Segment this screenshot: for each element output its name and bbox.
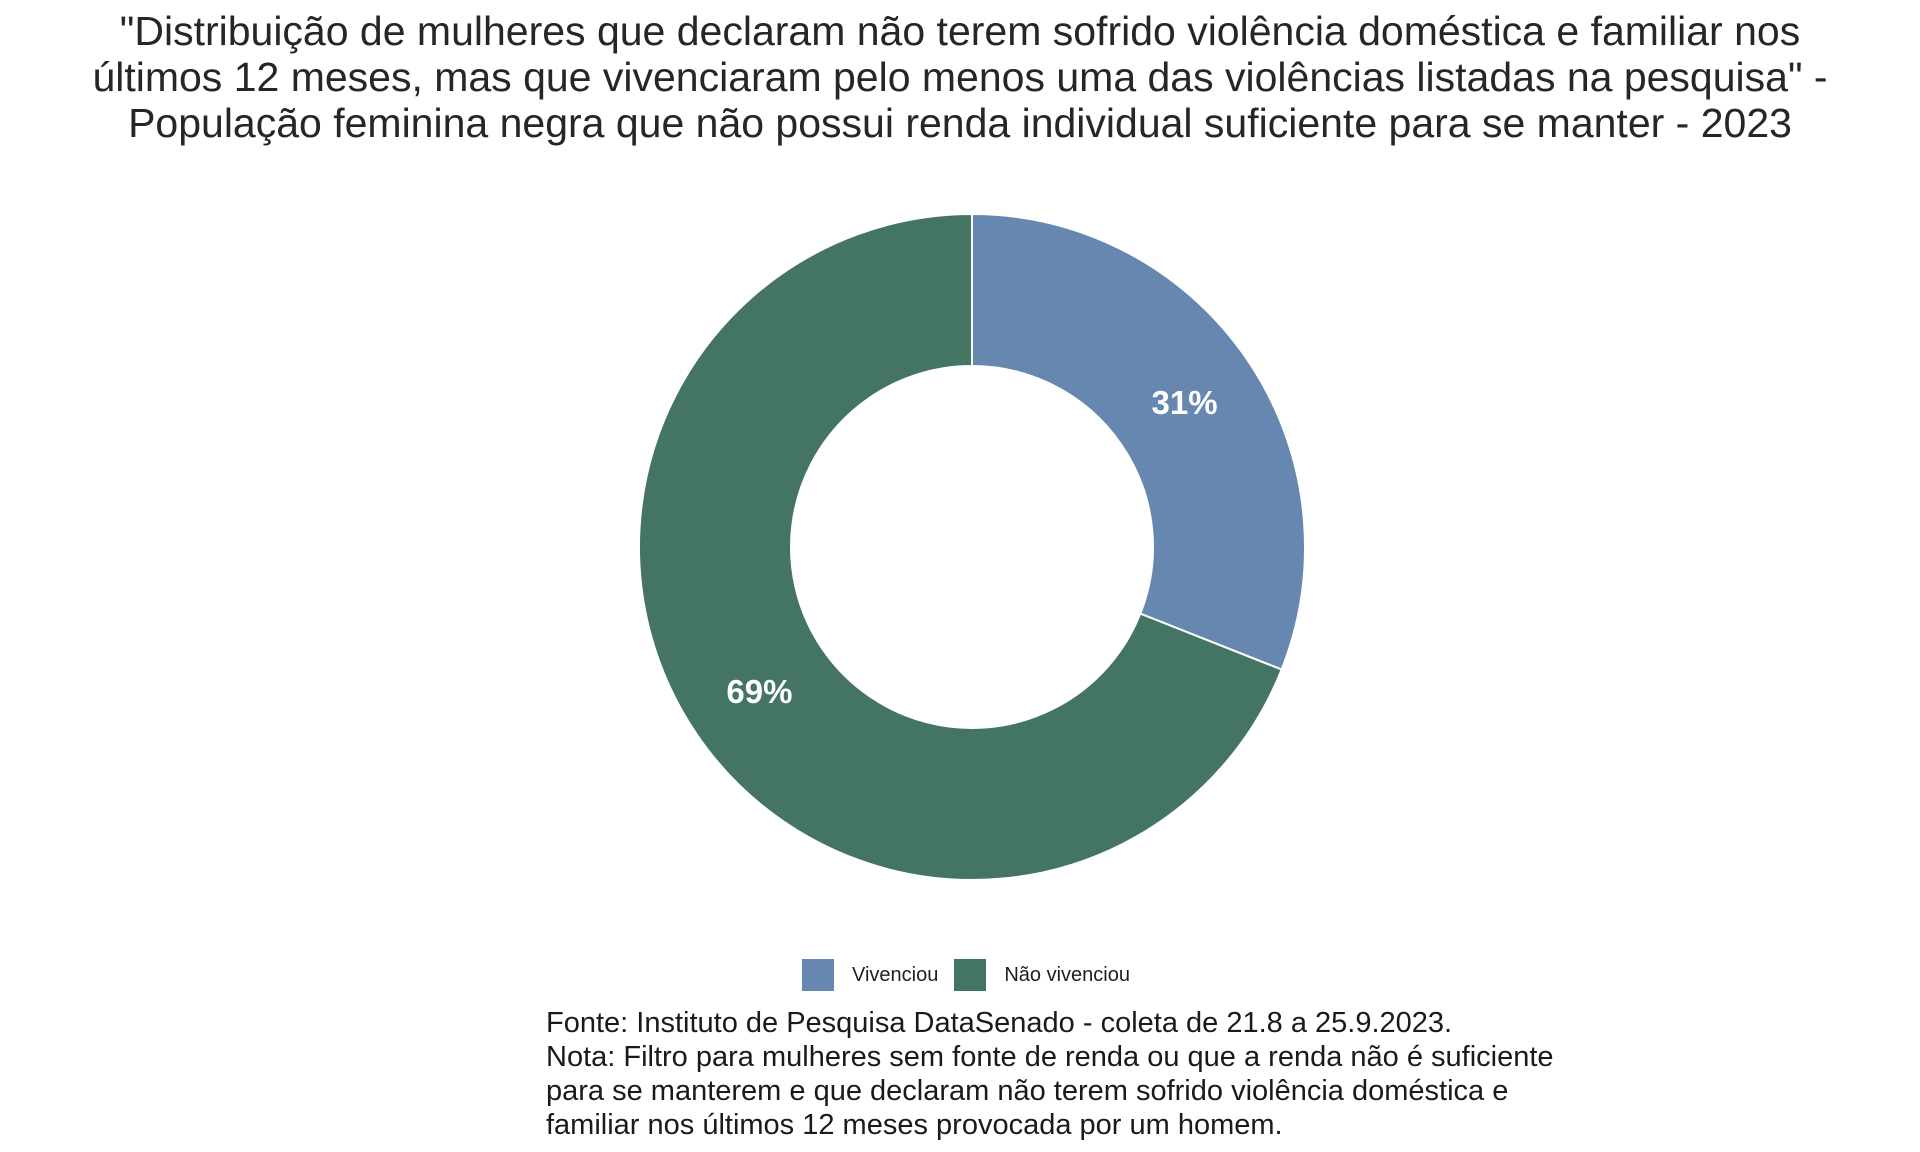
legend-item-vivenciou: Vivenciou — [802, 959, 938, 991]
slice-label-vivenciou: 31% — [1152, 384, 1218, 421]
donut-slice-vivenciou — [971, 212, 1306, 671]
donut-labels: 31% 69% — [726, 384, 1217, 710]
slice-label-nao-vivenciou: 69% — [726, 673, 792, 710]
caption-source: Fonte: Instituto de Pesquisa DataSenado … — [546, 1007, 1453, 1039]
caption-note-line: para se manterem e que declaram não tere… — [546, 1075, 1509, 1107]
chart-caption: Fonte: Instituto de Pesquisa DataSenado … — [546, 1006, 1554, 1142]
legend-label-nao-vivenciou: Não vivenciou — [1004, 963, 1130, 986]
caption-note-line: Nota: Filtro para mulheres sem fonte de … — [546, 1041, 1554, 1073]
legend: Vivenciou Não vivenciou — [802, 959, 1146, 991]
donut-slice-nao-vivenciou — [638, 212, 1283, 881]
legend-item-nao-vivenciou: Não vivenciou — [954, 959, 1130, 991]
caption-note-line: familiar nos últimos 12 meses provocada … — [546, 1109, 1283, 1141]
chart-title-line: "Distribuição de mulheres que declaram n… — [119, 8, 1801, 54]
legend-label-vivenciou: Vivenciou — [852, 963, 939, 986]
donut-slices — [638, 212, 1306, 881]
chart-title-line: População feminina negra que não possui … — [128, 100, 1792, 146]
legend-swatch-vivenciou — [802, 959, 834, 991]
legend-swatch-nao-vivenciou — [954, 959, 987, 991]
chart-title: "Distribuição de mulheres que declaram n… — [0, 8, 1920, 146]
chart-title-line: últimos 12 meses, mas que vivenciaram pe… — [92, 54, 1828, 100]
